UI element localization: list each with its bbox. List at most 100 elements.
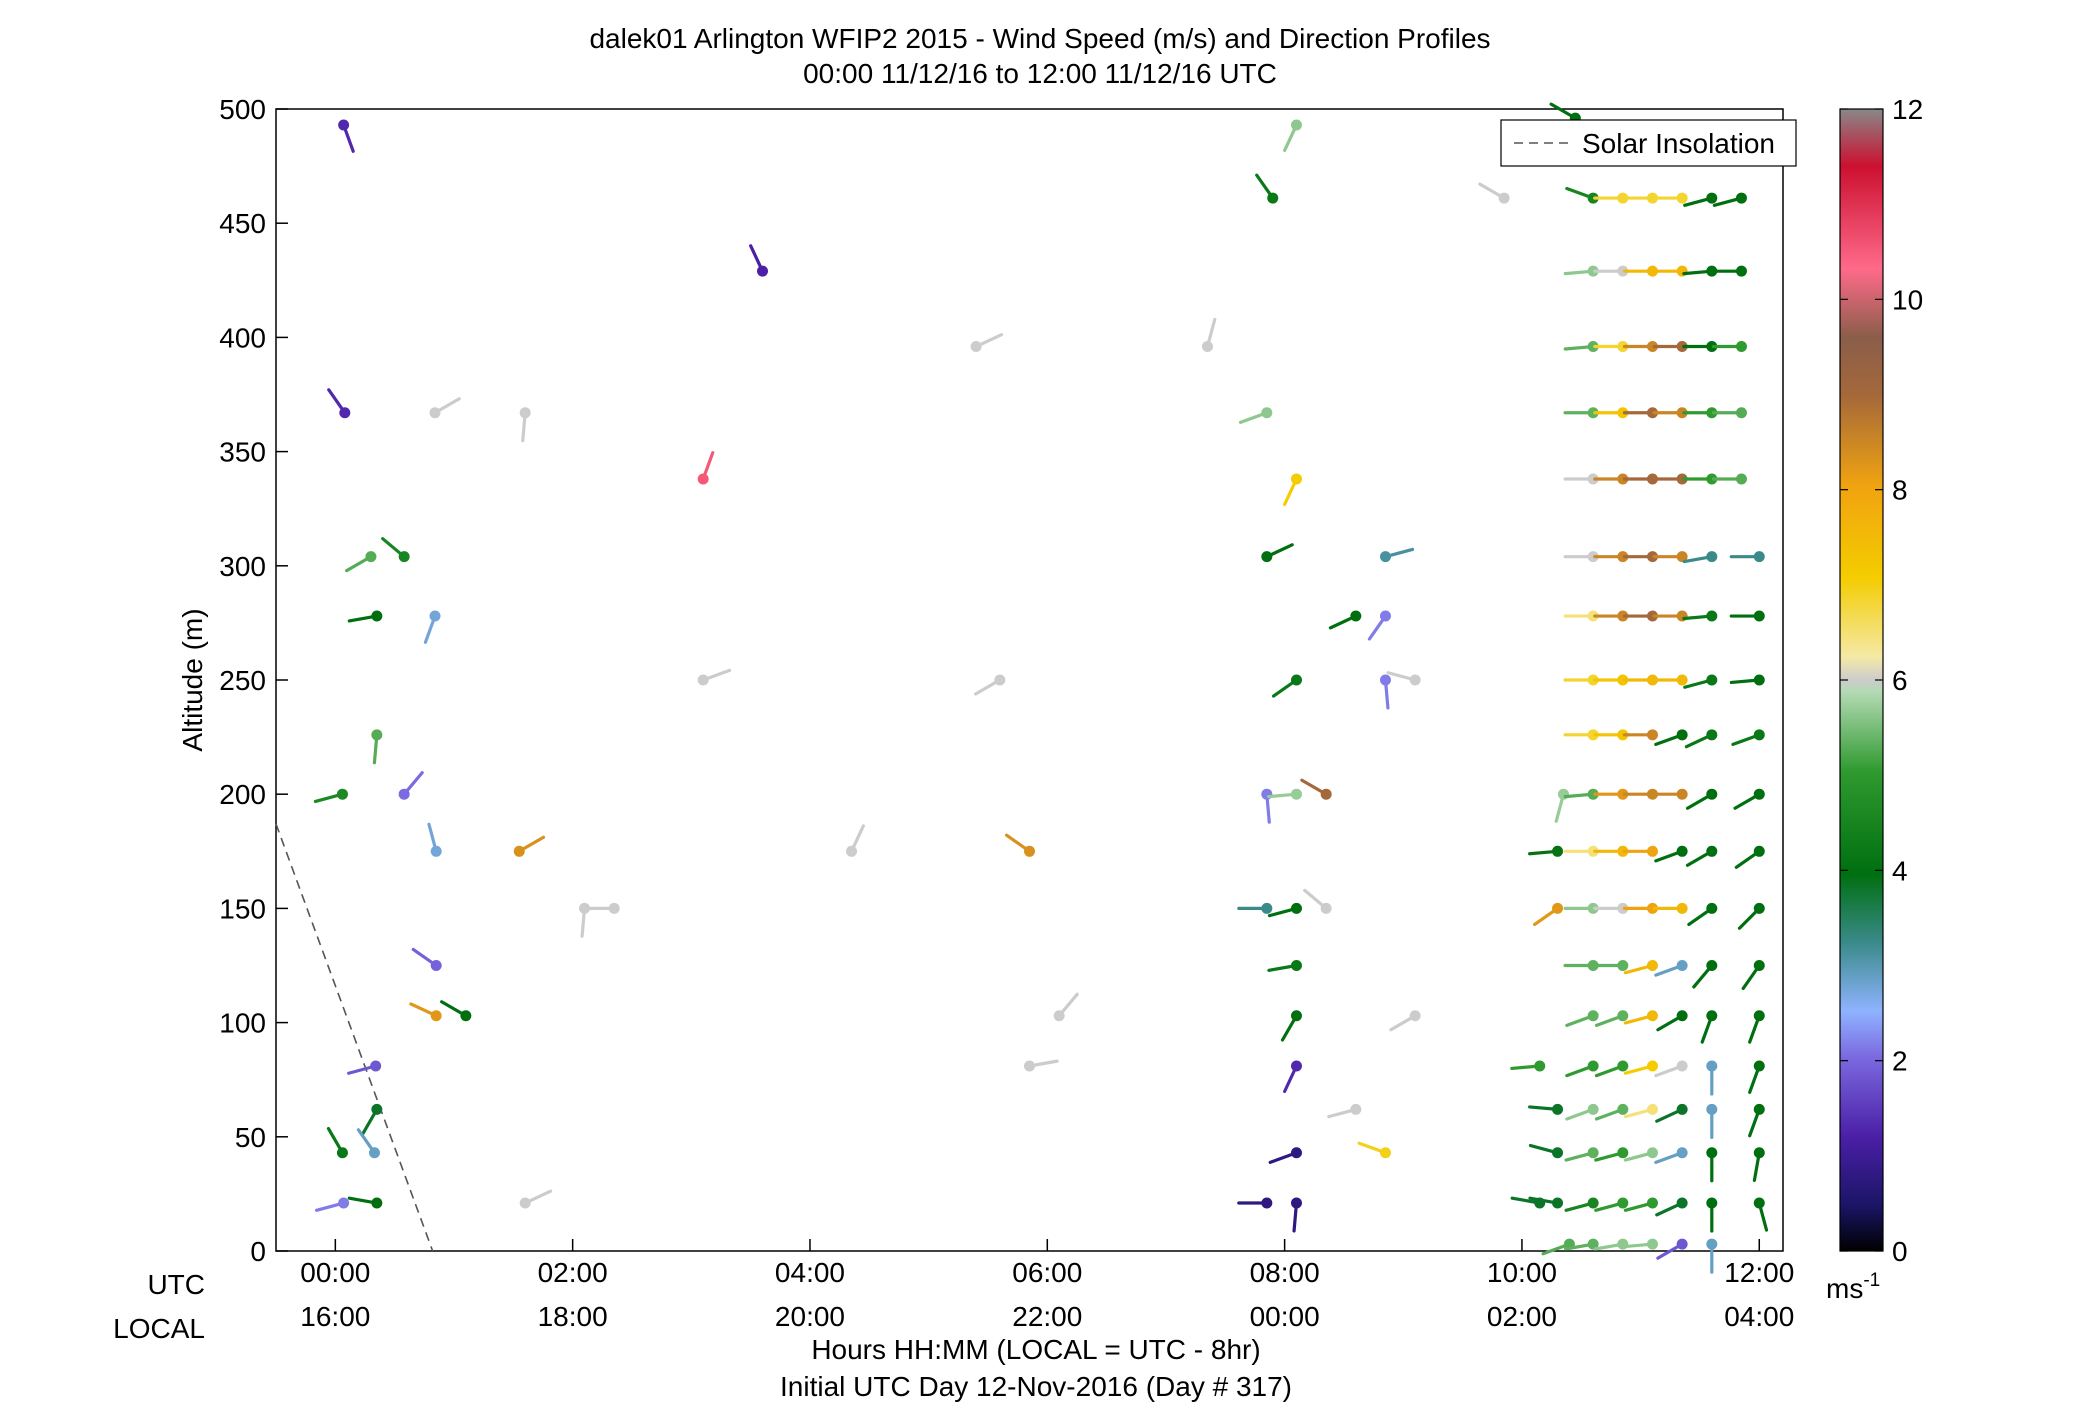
wind-barb-point bbox=[1646, 610, 1658, 622]
legend: Solar Insolation bbox=[1500, 119, 1797, 167]
wind-barb-point bbox=[1587, 902, 1599, 914]
wind-barb-point bbox=[430, 960, 442, 971]
wind-barb-point bbox=[365, 551, 377, 563]
wind-barb-point bbox=[1290, 1147, 1302, 1159]
wind-barb-point bbox=[1290, 788, 1302, 800]
wind-barb-point bbox=[1706, 473, 1718, 485]
wind-barb-point bbox=[1024, 845, 1035, 857]
y-tick-label: 500 bbox=[219, 94, 266, 125]
wind-barb-point bbox=[1617, 610, 1629, 622]
plot-frame bbox=[275, 108, 1784, 1252]
x-tick-label-utc: 04:00 bbox=[775, 1257, 845, 1288]
wind-barb-point bbox=[1646, 341, 1658, 353]
wind-barb-point bbox=[1735, 341, 1747, 353]
colorbar-unit-exponent: -1 bbox=[1863, 1270, 1880, 1291]
wind-barb-point bbox=[519, 1197, 531, 1209]
wind-barb-point bbox=[1706, 341, 1718, 353]
wind-barb-point bbox=[1735, 473, 1747, 485]
wind-barb-point bbox=[1587, 265, 1599, 277]
wind-barb-point bbox=[1053, 1010, 1065, 1022]
wind-barb-point bbox=[1587, 1060, 1599, 1072]
wind-barb-point bbox=[1617, 473, 1629, 485]
wind-barb-point bbox=[1587, 610, 1599, 622]
wind-barb-point bbox=[1676, 473, 1688, 485]
colorbar-unit-base: ms bbox=[1826, 1273, 1863, 1304]
wind-barb-point bbox=[608, 902, 620, 914]
y-tick-label: 300 bbox=[219, 551, 266, 582]
x-tick-label-utc: 02:00 bbox=[538, 1257, 608, 1288]
wind-barb-point bbox=[1706, 551, 1718, 563]
wind-barb-point bbox=[1617, 192, 1629, 204]
wind-barb-point bbox=[1706, 407, 1718, 419]
wind-barb-point bbox=[697, 674, 709, 686]
wind-barb-point bbox=[1290, 119, 1302, 131]
wind-barb-point bbox=[1646, 407, 1658, 419]
wind-barb-point bbox=[1617, 1147, 1629, 1159]
wind-barb-point bbox=[1350, 1103, 1362, 1115]
y-axis: 0 50 100 150 200 250 300 350 400 450 500 bbox=[219, 94, 288, 1267]
y-tick-label: 150 bbox=[219, 893, 266, 924]
wind-barb-point bbox=[1379, 674, 1391, 686]
wind-barb-point bbox=[1735, 265, 1747, 277]
wind-barb-point bbox=[757, 265, 769, 277]
wind-barb-point bbox=[1409, 1010, 1421, 1022]
wind-barb-point bbox=[1706, 1238, 1718, 1250]
wind-barb-point bbox=[1706, 1197, 1718, 1209]
x-tick-label-local: 02:00 bbox=[1487, 1301, 1557, 1332]
y-tick-label: 0 bbox=[250, 1236, 266, 1267]
wind-barb-point bbox=[1587, 1238, 1599, 1250]
wind-barb-point bbox=[1646, 1060, 1658, 1072]
x-tick-label-local: 00:00 bbox=[1250, 1301, 1320, 1332]
wind-barb-point bbox=[1676, 902, 1688, 914]
wind-barb-point bbox=[1498, 192, 1510, 204]
colorbar-ticks: 0 2 4 6 8 10 12 bbox=[1840, 94, 1923, 1267]
wind-barb-point bbox=[1587, 341, 1599, 353]
wind-barb-point bbox=[1706, 1060, 1718, 1072]
wind-barb-point bbox=[1587, 473, 1599, 485]
wind-barb-point bbox=[1261, 407, 1273, 419]
x-tick-label-utc: 00:00 bbox=[300, 1257, 370, 1288]
x-tick-label-local: 20:00 bbox=[775, 1301, 845, 1332]
wind-barb-point bbox=[1753, 845, 1765, 857]
wind-barb-point bbox=[1350, 610, 1362, 622]
wind-barb-point bbox=[1706, 265, 1718, 277]
wind-barb-point bbox=[1552, 845, 1564, 857]
y-tick-label: 50 bbox=[235, 1122, 266, 1153]
wind-barb-point bbox=[1646, 902, 1658, 914]
colorbar-tick-label: 0 bbox=[1892, 1236, 1908, 1267]
wind-barb-point bbox=[1587, 1103, 1599, 1115]
wind-barb-point bbox=[430, 845, 442, 857]
y-tick-label: 200 bbox=[219, 779, 266, 810]
wind-barb-point bbox=[1676, 1103, 1688, 1115]
wind-barb-point bbox=[1617, 729, 1629, 741]
wind-barb-point bbox=[970, 341, 982, 353]
wind-barb-point bbox=[1587, 1147, 1599, 1159]
x-tick-label-local: 22:00 bbox=[1012, 1301, 1082, 1332]
wind-barb-point bbox=[1753, 1010, 1765, 1022]
wind-barb-point bbox=[398, 788, 410, 800]
wind-barb-point bbox=[1753, 1147, 1765, 1159]
wind-barb-point bbox=[1676, 674, 1688, 686]
wind-barb-point bbox=[1676, 551, 1688, 563]
colorbar-unit: ms-1 bbox=[1826, 1270, 1880, 1304]
wind-barb-point bbox=[513, 845, 525, 857]
wind-barb-point bbox=[1587, 407, 1599, 419]
wind-barb-point bbox=[697, 473, 709, 485]
wind-barb-point bbox=[370, 1060, 382, 1072]
wind-barb-point bbox=[1320, 788, 1332, 800]
wind-barb-point bbox=[846, 845, 858, 857]
wind-barb-point bbox=[1261, 902, 1273, 914]
wind-barb-point bbox=[1587, 1010, 1599, 1022]
wind-barb-point bbox=[1646, 265, 1658, 277]
wind-barb-point bbox=[1706, 902, 1718, 914]
wind-barb-point bbox=[1706, 788, 1718, 800]
wind-barb-point bbox=[1617, 788, 1629, 800]
wind-barb-point bbox=[1290, 473, 1302, 485]
x-tick-label-utc: 08:00 bbox=[1250, 1257, 1320, 1288]
wind-barb-point bbox=[1676, 1010, 1688, 1022]
wind-barb-point bbox=[1676, 1238, 1688, 1250]
wind-barb-point bbox=[1409, 674, 1421, 686]
wind-barb-point bbox=[1379, 551, 1391, 563]
y-tick-label: 450 bbox=[219, 208, 266, 239]
wind-barb-point bbox=[1676, 341, 1688, 353]
